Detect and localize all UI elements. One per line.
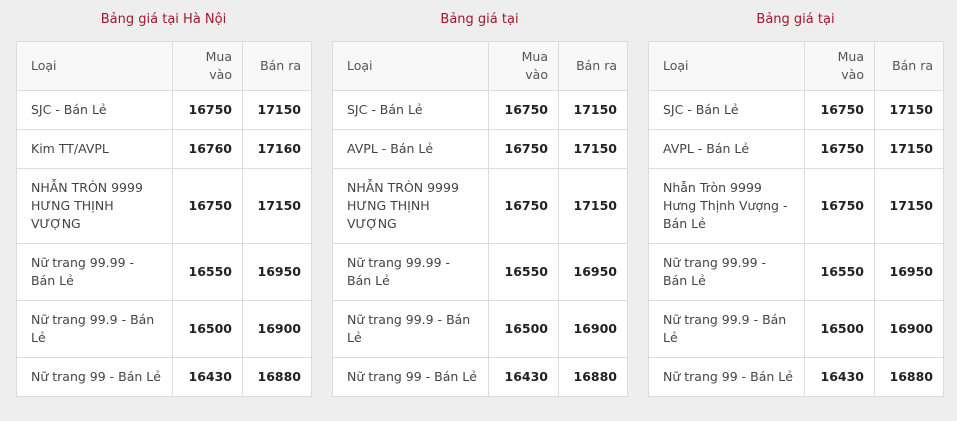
- table-row: Kim TT/AVPL 16760 17160: [16, 129, 312, 169]
- table-row: SJC - Bán Lẻ 16750 17150: [332, 90, 628, 130]
- col-sell: Bán ra: [242, 41, 312, 91]
- table-header: Loại Mua vào Bán ra: [332, 41, 628, 91]
- table-row: NHẪN TRÒN 9999 HƯNG THỊNH VƯỢNG 16750 1715…: [16, 168, 312, 244]
- table-row: Nữ trang 99.9 - Bán Lẻ 16500 16900: [332, 300, 628, 358]
- buy-price: 16500: [172, 300, 243, 358]
- sell-price: 16950: [874, 243, 944, 301]
- gold-type: SJC - Bán Lẻ: [16, 90, 173, 130]
- gold-type: SJC - Bán Lẻ: [648, 90, 805, 130]
- table-row: Nhẫn Tròn 9999 Hưng Thịnh Vượng - Bán Lẻ…: [648, 168, 944, 244]
- sell-price: 16900: [874, 300, 944, 358]
- gold-type: NHẪN TRÒN 9999 HƯNG THỊNH VƯỢNG: [332, 168, 489, 244]
- price-table: Loại Mua vào Bán ra SJC - Bán Lẻ 16750 17150 A…: [332, 41, 628, 397]
- gold-type: Nhẫn Tròn 9999 Hưng Thịnh Vượng - Bán Lẻ: [648, 168, 805, 244]
- panel-title: Bảng giá tại: [440, 12, 519, 27]
- col-sell: Bán ra: [874, 41, 944, 91]
- buy-price: 16430: [488, 357, 559, 397]
- table-row: AVPL - Bán Lẻ 16750 17150: [648, 129, 944, 169]
- price-panel: Bảng giá tại Loại Mua vào Bán ra SJC - Bán …: [648, 0, 944, 397]
- gold-type: Nữ trang 99 - Bán Lẻ: [16, 357, 173, 397]
- table-row: Nữ trang 99 - Bán Lẻ 16430 16880: [648, 357, 944, 397]
- table-header: Loại Mua vào Bán ra: [16, 41, 312, 91]
- sell-price: 17150: [874, 129, 944, 169]
- price-table: Loại Mua vào Bán ra SJC - Bán Lẻ 16750 17150 K…: [16, 41, 312, 397]
- sell-price: 17150: [558, 129, 628, 169]
- gold-type: NHẪN TRÒN 9999 HƯNG THỊNH VƯỢNG: [16, 168, 173, 244]
- col-sell: Bán ra: [558, 41, 628, 91]
- col-buy: Mua vào: [172, 41, 243, 91]
- table-row: Nữ trang 99 - Bán Lẻ 16430 16880: [332, 357, 628, 397]
- sell-price: 17150: [874, 90, 944, 130]
- col-type: Loại: [332, 41, 489, 91]
- table-row: Nữ trang 99.9 - Bán Lẻ 16500 16900: [16, 300, 312, 358]
- table-row: Nữ trang 99.99 - Bán Lẻ 16550 16950: [332, 243, 628, 301]
- table-row: Nữ trang 99.99 - Bán Lẻ 16550 16950: [16, 243, 312, 301]
- price-panel: Bảng giá tại Loại Mua vào Bán ra SJC - Bán …: [332, 0, 628, 397]
- table-row: Nữ trang 99.9 - Bán Lẻ 16500 16900: [648, 300, 944, 358]
- panel-title: Bảng giá tại Hà Nội: [100, 12, 227, 27]
- sell-price: 16900: [242, 300, 312, 358]
- buy-price: 16750: [488, 90, 559, 130]
- buy-price: 16550: [488, 243, 559, 301]
- sell-price: 17150: [242, 90, 312, 130]
- sell-price: 16880: [558, 357, 628, 397]
- table-row: Nữ trang 99.99 - Bán Lẻ 16550 16950: [648, 243, 944, 301]
- buy-price: 16750: [172, 90, 243, 130]
- sell-price: 16900: [558, 300, 628, 358]
- buy-price: 16430: [172, 357, 243, 397]
- table-row: NHẪN TRÒN 9999 HƯNG THỊNH VƯỢNG 16750 1715…: [332, 168, 628, 244]
- gold-type: Kim TT/AVPL: [16, 129, 173, 169]
- buy-price: 16750: [804, 90, 875, 130]
- buy-price: 16750: [172, 168, 243, 244]
- sell-price: 16880: [242, 357, 312, 397]
- buy-price: 16750: [488, 168, 559, 244]
- buy-price: 16550: [172, 243, 243, 301]
- gold-type: AVPL - Bán Lẻ: [332, 129, 489, 169]
- price-table: Loại Mua vào Bán ra SJC - Bán Lẻ 16750 17150 A…: [648, 41, 944, 397]
- col-type: Loại: [16, 41, 173, 91]
- gold-type: SJC - Bán Lẻ: [332, 90, 489, 130]
- col-buy: Mua vào: [488, 41, 559, 91]
- gold-type: Nữ trang 99.99 - Bán Lẻ: [648, 243, 805, 301]
- table-row: SJC - Bán Lẻ 16750 17150: [16, 90, 312, 130]
- sell-price: 16880: [874, 357, 944, 397]
- sell-price: 17160: [242, 129, 312, 169]
- sell-price: 16950: [558, 243, 628, 301]
- price-panel: Bảng giá tại Hà Nội Loại Mua vào Bán ra SJC…: [16, 0, 312, 397]
- sell-price: 17150: [558, 90, 628, 130]
- gold-type: Nữ trang 99.9 - Bán Lẻ: [332, 300, 489, 358]
- sell-price: 16950: [242, 243, 312, 301]
- table-row: AVPL - Bán Lẻ 16750 17150: [332, 129, 628, 169]
- gold-type: Nữ trang 99.99 - Bán Lẻ: [16, 243, 173, 301]
- panel-title: Bảng giá tại: [756, 12, 835, 27]
- buy-price: 16500: [804, 300, 875, 358]
- sell-price: 17150: [242, 168, 312, 244]
- buy-price: 16550: [804, 243, 875, 301]
- gold-type: Nữ trang 99.99 - Bán Lẻ: [332, 243, 489, 301]
- buy-price: 16750: [804, 129, 875, 169]
- gold-type: Nữ trang 99.9 - Bán Lẻ: [16, 300, 173, 358]
- buy-price: 16430: [804, 357, 875, 397]
- buy-price: 16750: [804, 168, 875, 244]
- table-row: SJC - Bán Lẻ 16750 17150: [648, 90, 944, 130]
- gold-type: Nữ trang 99.9 - Bán Lẻ: [648, 300, 805, 358]
- gold-type: Nữ trang 99 - Bán Lẻ: [332, 357, 489, 397]
- table-header: Loại Mua vào Bán ra: [648, 41, 944, 91]
- col-buy: Mua vào: [804, 41, 875, 91]
- sell-price: 17150: [558, 168, 628, 244]
- sell-price: 17150: [874, 168, 944, 244]
- col-type: Loại: [648, 41, 805, 91]
- gold-type: AVPL - Bán Lẻ: [648, 129, 805, 169]
- buy-price: 16760: [172, 129, 243, 169]
- gold-type: Nữ trang 99 - Bán Lẻ: [648, 357, 805, 397]
- buy-price: 16500: [488, 300, 559, 358]
- buy-price: 16750: [488, 129, 559, 169]
- table-row: Nữ trang 99 - Bán Lẻ 16430 16880: [16, 357, 312, 397]
